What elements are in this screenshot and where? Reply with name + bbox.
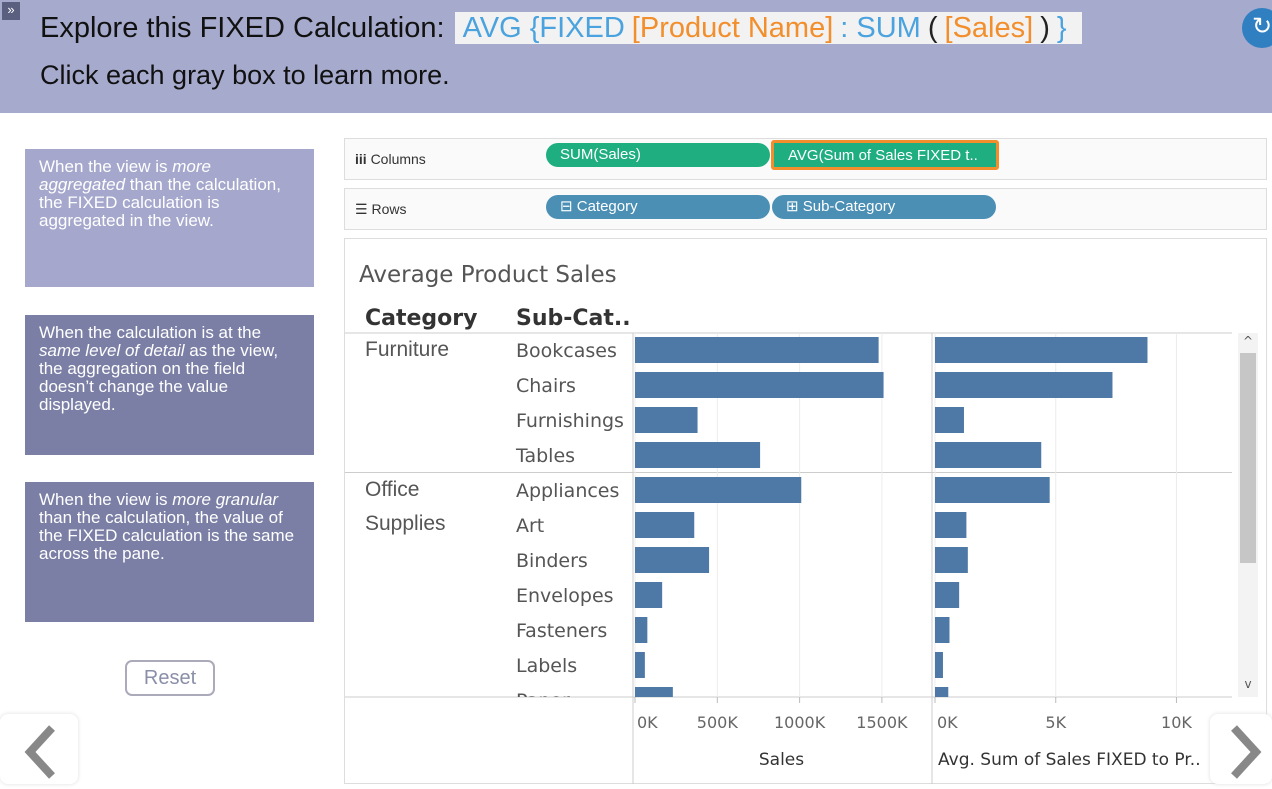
x-tick-label: 1000K [774,713,826,732]
formula-token: [Sales] [944,12,1034,44]
explanation-text: same level of detail [39,341,185,360]
sub-category-label: Envelopes [516,585,614,607]
explanation-box[interactable]: When the view is more granular than the … [25,482,314,622]
bar [935,687,949,697]
row-header: Sub-Cat.. [516,306,631,331]
chart: Average Product Sales Category Sub-Cat..… [345,262,1258,784]
bar [935,547,968,573]
formula-token: ( [927,12,938,44]
sub-category-label: Fasteners [516,620,607,642]
bar [635,407,698,433]
refresh-icon[interactable]: ↻ [1242,8,1272,48]
formula-token: [Product Name] [631,12,834,44]
x-tick-label: 1500K [856,713,908,732]
formula: AVG {FIXED [Product Name]: SUM([Sales])} [454,12,1082,44]
bar [635,687,673,697]
prev-arrow [24,725,55,779]
columns-shelf: iii Columns SUM(Sales) AVG(Sum of Sales … [344,138,1267,180]
pill[interactable]: AVG(Sum of Sales FIXED t.. [771,140,999,170]
bar [935,477,1050,503]
sub-category-label: Chairs [516,375,576,397]
scroll-up[interactable]: ^ [1243,334,1253,348]
x-tick-label: 10K [1161,713,1192,732]
title-line: Explore this FIXED Calculation: AVG {FIXE… [40,12,1082,45]
explanation-text: When the view is [39,157,173,176]
next-arrow [1231,725,1262,779]
explanation-text: than the calculation, the FIXED calculat… [39,175,281,230]
header: » ↻ Explore this FIXED Calculation: AVG {… [0,0,1272,113]
x-tick-label: 0K [937,713,958,732]
prev-button[interactable] [0,714,78,784]
bar [935,512,967,538]
scroll-down[interactable]: v [1244,677,1251,691]
reset-button[interactable]: Reset [125,660,215,696]
bar [635,652,645,678]
bar [635,477,802,503]
bar [635,372,884,398]
bar [935,582,960,608]
bar [635,442,761,468]
sub-category-label: Appliances [516,480,619,502]
x-tick-label: 5K [1045,713,1066,732]
explanation-text: When the calculation is at the [39,323,262,342]
pill[interactable]: SUM(Sales) [546,143,770,167]
rows-label-text: Rows [371,201,407,217]
formula-token: : SUM [840,12,921,44]
pill[interactable]: ⊟ Category [546,195,770,219]
sub-category-label: Paper [516,690,570,712]
rows-shelf: ☰ Rows ⊟ Category ⊞ Sub-Category [344,188,1267,230]
bar [935,372,1113,398]
bar [635,547,710,573]
explanation-box[interactable]: When the view is more aggregated than th… [25,149,314,287]
bar [635,617,648,643]
x-tick-label: 0K [637,713,658,732]
bar [635,512,695,538]
pill[interactable]: ⊞ Sub-Category [772,195,996,219]
formula-token: ) [1040,12,1050,44]
formula-token: AVG {FIXED [462,12,625,44]
category-label: Furniture [365,338,450,361]
bar [935,407,964,433]
category-label: Office Supplies [365,478,446,535]
row-header: Category [365,306,477,331]
axis-title: Sales [759,750,804,770]
bar [935,337,1148,363]
next-button[interactable] [1210,714,1272,784]
explanation-text: more granular [172,490,279,509]
sub-category-label: Art [516,515,544,537]
title: Explore this FIXED Calculation: [40,12,445,44]
explanation-text: as the view, the aggregation on the fiel… [39,341,279,414]
bar [635,337,879,363]
sub-category-label: Labels [516,655,577,677]
sub-category-label: Tables [515,445,575,467]
bar [935,442,1042,468]
explanation-box[interactable]: When the calculation is at the same leve… [25,315,314,455]
bar [935,652,943,678]
sub-category-label: Binders [516,550,588,572]
axis-title: Avg. Sum of Sales FIXED to Pr.. [938,750,1201,770]
columns-label: iii Columns [355,151,426,167]
x-tick-label: 500K [697,713,739,732]
sub-category-label: Bookcases [516,340,617,362]
explanation-text: When the view is [39,490,173,509]
formula-token: } [1056,12,1067,44]
sub-category-label: Furnishings [516,410,624,432]
bar [935,617,950,643]
expand-icon[interactable]: » [2,2,20,20]
subtitle: Click each gray box to learn more. [40,60,450,90]
explanation-text: more aggregated [39,157,211,194]
chart-title: Average Product Sales [359,262,617,288]
scroll-thumb[interactable] [1240,353,1256,563]
explanation-text: than the calculation, the value of the F… [39,508,295,563]
bar [635,582,663,608]
rows-label: ☰ Rows [355,201,407,217]
columns-label-text: Columns [370,151,426,167]
